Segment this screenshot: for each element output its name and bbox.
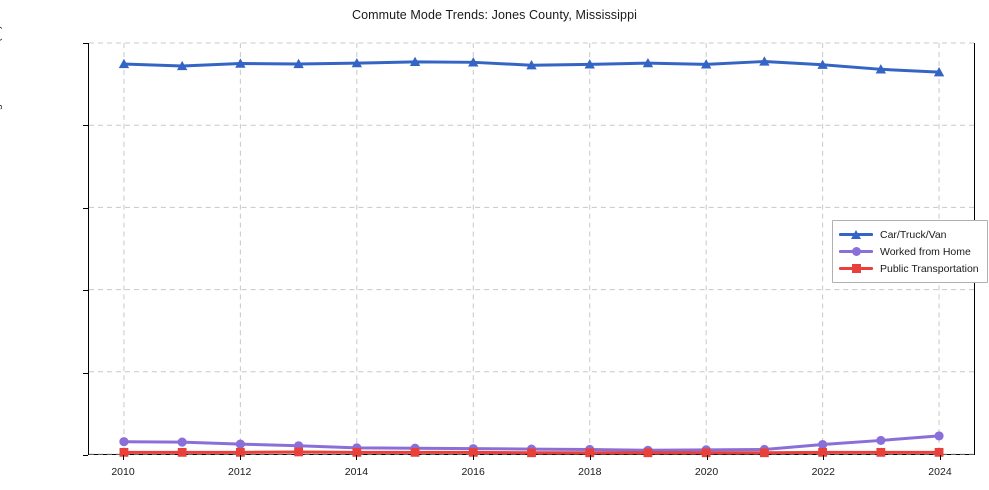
legend-swatch (839, 228, 873, 242)
x-tick-label: 2018 (578, 466, 602, 478)
y-tick-mark (83, 455, 88, 456)
legend-swatch (839, 262, 873, 276)
plot-area (88, 42, 975, 458)
x-tick-label: 2020 (694, 466, 719, 478)
x-tick-mark (239, 455, 241, 460)
x-tick-label: 2014 (344, 466, 369, 478)
x-tick-label: 2012 (228, 466, 252, 478)
y-tick-mark (83, 290, 88, 292)
x-tick-label: 2010 (111, 466, 135, 478)
legend-label: Worked from Home (880, 245, 971, 258)
y-axis-label: Percentage of Workers (%) (0, 25, 3, 152)
x-tick-mark (123, 455, 124, 460)
legend-marker-triangle-icon (851, 230, 861, 239)
x-tick-mark (356, 455, 358, 460)
y-tick-mark (83, 372, 88, 374)
legend-label: Public Transportation (880, 262, 979, 275)
legend-marker-circle-icon (851, 247, 861, 256)
x-tick-label: 2024 (928, 466, 952, 478)
legend-marker-square-icon (851, 264, 861, 273)
legend-item[interactable]: Worked from Home (839, 243, 979, 260)
y-tick-mark (83, 125, 88, 127)
x-tick-mark (706, 455, 708, 460)
x-tick-mark (823, 455, 825, 460)
legend-swatch (839, 245, 873, 259)
x-tick-mark (473, 455, 475, 460)
x-tick-label: 2016 (461, 466, 485, 478)
y-tick-mark (83, 207, 88, 209)
x-tick-label: 2022 (811, 466, 835, 478)
y-tick-mark (83, 43, 88, 44)
x-tick-mark (939, 455, 941, 460)
legend-label: Car/Truck/Van (880, 228, 947, 241)
legend-item[interactable]: Car/Truck/Van (839, 226, 979, 243)
x-tick-mark (589, 455, 591, 460)
data-series-layer (118, 56, 945, 458)
chart-title: Commute Mode Trends: Jones County, Missi… (351, 8, 638, 22)
chart-legend: Car/Truck/Van Worked from Home Public Tran… (832, 220, 988, 283)
legend-item[interactable]: Public Transportation (839, 260, 979, 277)
